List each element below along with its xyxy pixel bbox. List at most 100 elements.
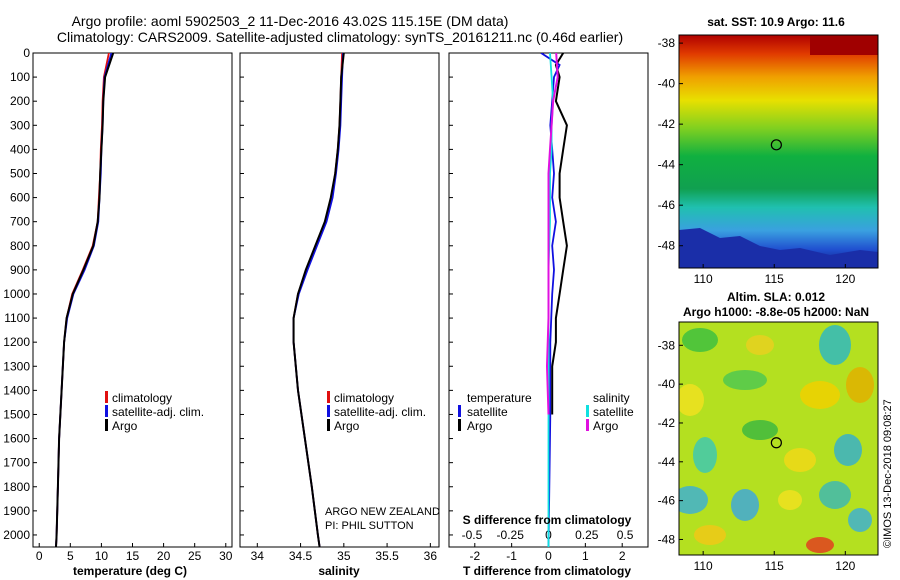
x-tick-label: 30 [219,549,233,563]
legend-title-salinity: salinity [593,391,630,405]
depth-tick-label: 1100 [4,311,30,325]
series-line-temperature-satellite [540,53,561,547]
map-y-tick-label: -46 [658,494,676,508]
sla-map-eddies [679,325,874,553]
map-y-tick-label: -40 [658,77,676,91]
legend-swatch-satellite [327,405,330,417]
sst-map-frame [678,34,879,269]
legend-label-satellite: satellite-adj. clim. [112,405,204,419]
depth-tick-label: 800 [10,239,30,253]
x-tick-label: 10 [95,549,109,563]
x-tick-label: 25 [188,549,202,563]
x-top-tick-label: 0.25 [575,528,599,542]
series-line-salinity-satellite [547,53,555,547]
map-y-tick-label: -40 [658,377,676,391]
legend-label-satellite: satellite [467,405,508,419]
map-x-tick-label: 120 [835,559,855,573]
legend-label-climatology: climatology [334,391,394,405]
x-tick-label: 20 [157,549,171,563]
map-y-tick-label: -42 [658,117,676,131]
difference-legend-temperature: temperature satellite Argo [458,391,532,433]
x-tick-label: 2 [619,549,626,563]
depth-tick-label: 1900 [3,504,30,518]
sla-eddy [819,481,851,509]
map-x-tick-label: 120 [835,272,855,286]
series-line-climatology [292,53,343,547]
series-line-climatology [55,53,110,547]
x-top-tick-label: -0.25 [497,528,525,542]
x-tick-label: 34.5 [289,549,313,563]
sla-eddy [679,486,708,514]
map-x-tick-label: 115 [765,272,784,286]
sla-eddy [848,508,872,532]
series-line-satellite-adj-clim- [292,53,344,547]
x-top-tick-label: -0.5 [462,528,483,542]
series-line-salinity-argo [545,53,559,415]
sst-map-cold-patch [679,228,878,268]
salinity-panel-frame [239,52,440,548]
map-y-tick-label: -38 [658,36,676,50]
map-y-tick-label: -46 [658,198,676,212]
x-tick-label: 5 [67,549,74,563]
depth-tick-label: 0 [23,46,30,60]
map-x-tick-label: 115 [765,559,784,573]
sla-eddy [834,434,862,466]
depth-tick-label: 1200 [3,335,30,349]
difference-legend-salinity: salinity satellite Argo [586,391,634,433]
depth-tick-label: 600 [10,191,30,205]
legend-label-argo: Argo [112,419,138,433]
temperature-panel-frame [32,52,233,548]
series-line-temperature-argo [551,53,568,415]
depth-tick-label: 1000 [3,287,30,301]
salinity-xlabel: salinity [318,564,360,578]
legend-swatch-argo [327,419,330,431]
sla-eddy [693,437,717,473]
annotation-pi: PI: PHIL SUTTON [325,520,414,532]
sla-eddy [742,420,778,440]
depth-tick-label: 2000 [3,528,30,542]
legend-label-argo: Argo [334,419,360,433]
difference-x-axis: -2 -1 0 1 2-0.5 -0.25 0 0.25 0.5 [462,528,634,563]
sla-map [679,322,878,555]
temperature-series [55,53,115,547]
sla-map-title: Altim. SLA: 0.012 [727,290,825,304]
sst-map [679,35,878,268]
sst-map-title: sat. SST: 10.9 Argo: 11.6 [707,15,845,29]
temperature-legend: climatology satellite-adj. clim. Argo [105,391,204,433]
sla-eddy [694,525,726,545]
x-tick-label: 1 [582,549,589,563]
sla-eddy [731,489,759,521]
depth-tick-label: 1500 [3,407,30,421]
series-line-argo [55,53,115,547]
legend-title-temperature: temperature [467,391,532,405]
depth-tick-label: 1700 [3,456,30,470]
map-x-tick-label: 110 [694,559,713,573]
salinity-x-axis: 34 34.5 35 35.5 36 [251,543,437,563]
depth-tick-label: 300 [10,118,30,132]
depth-tick-label: 200 [10,94,30,108]
sla-eddy [846,367,874,403]
series-line-argo [292,53,345,547]
sla-map-argo-marker [770,437,782,449]
sla-map-subtitle: Argo h1000: -8.8e-05 h2000: NaN [683,305,869,319]
sla-eddy [679,384,704,416]
map-y-tick-label: -44 [658,158,676,172]
sla-eddy [784,448,816,472]
map-y-tick-label: -44 [658,455,676,469]
temperature-x-axis: 0 5 10 15 20 25 30 [36,543,233,563]
legend-label-satellite: satellite [593,405,634,419]
temperature-xlabel: temperature (deg C) [73,564,187,578]
legend-swatch-climatology [327,391,330,403]
map-y-tick-label: -48 [658,532,676,546]
sla-eddy [682,328,718,352]
x-tick-label: 35 [337,549,351,563]
legend-swatch-argo [105,419,108,431]
sla-eddy [806,537,834,553]
salinity-legend: climatology satellite-adj. clim. Argo [327,391,426,433]
depth-tick-label: 900 [10,263,30,277]
sla-map-frame [678,321,879,556]
x-tick-label: -1 [506,549,517,563]
depth-axis: 0 100 200 300 400 500 600 700 800 900 1000 1100 1200… [3,46,453,542]
depth-tick-label: 1800 [3,480,30,494]
